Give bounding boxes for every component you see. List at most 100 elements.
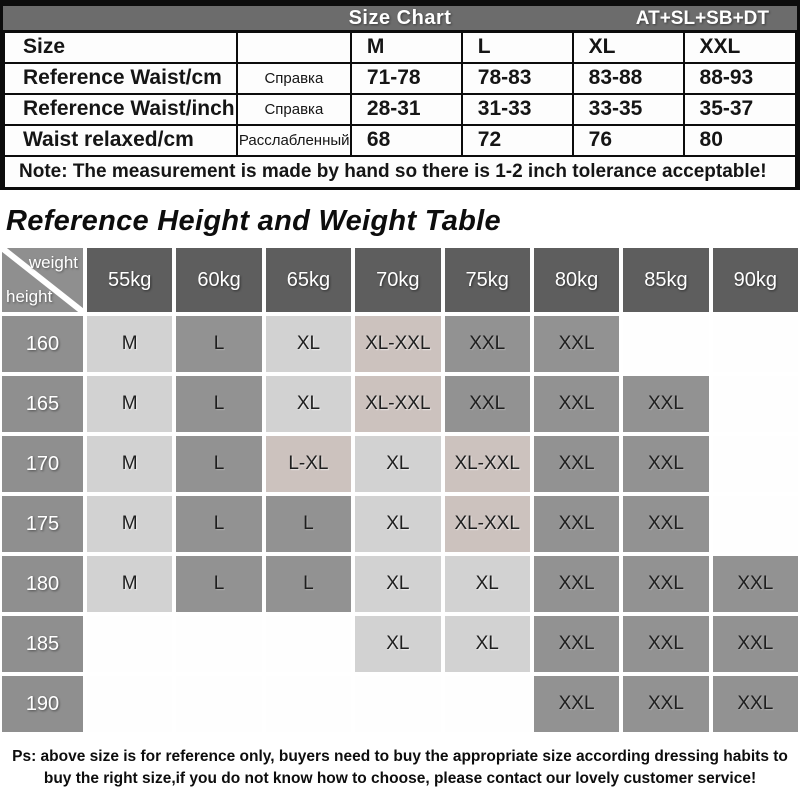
- size-grid-cell: M: [87, 376, 173, 432]
- size-grid-cell: [265, 676, 352, 732]
- size-grid-cell: [444, 676, 530, 732]
- size-grid-cell: XXL: [623, 676, 709, 732]
- weight-header-cell: 75kg: [444, 248, 530, 312]
- weight-header-cell: 90kg: [712, 248, 798, 312]
- size-grid-cell: [712, 316, 798, 372]
- diagonal-divider: [2, 248, 83, 312]
- size-grid-cell: XXL: [623, 616, 709, 672]
- size-table-row: Reference Waist/inch Справка 28-31 31-33 33-…: [3, 92, 798, 126]
- size-grid-cell: [87, 676, 173, 732]
- height-label-cell: 165: [2, 376, 83, 432]
- size-grid-cell: XXL: [623, 556, 709, 612]
- size-grid-cell: M: [87, 556, 173, 612]
- size-grid-cell: L: [176, 376, 262, 432]
- size-grid-cell: [355, 676, 441, 732]
- weight-header-cell: 60kg: [176, 248, 262, 312]
- corner-weight-label: weight: [28, 253, 78, 272]
- size-grid-cell: L: [265, 496, 352, 552]
- size-value-cell: L: [460, 30, 574, 64]
- size-grid-cell: XXL: [533, 496, 620, 552]
- size-table: Size M L XL XXL Reference Waist/cm Справка 71-7…: [3, 30, 798, 190]
- height-weight-table-title: Reference Height and Weight Table: [6, 205, 501, 237]
- row-label-ru: Справка: [235, 61, 352, 95]
- height-label-cell: 190: [2, 676, 83, 732]
- size-value-cell: 83-88: [571, 61, 685, 95]
- size-value-cell: 28-31: [349, 92, 463, 126]
- size-chart-title: Size Chart: [348, 6, 452, 29]
- size-value-cell: XL: [571, 30, 685, 64]
- size-grid-cell: L-XL: [265, 436, 352, 492]
- size-value-cell: 33-35: [571, 92, 685, 126]
- size-grid-cell: L: [176, 436, 262, 492]
- size-value-cell: 80: [682, 123, 798, 157]
- size-grid-cell: M: [87, 496, 173, 552]
- weight-header-cell: 80kg: [533, 248, 620, 312]
- size-grid-cell: [712, 376, 798, 432]
- size-chart-header-bar: Size Chart AT+SL+SB+DT: [3, 3, 797, 30]
- size-grid-cell: XL-XXL: [355, 376, 441, 432]
- size-grid-cell: XL: [355, 436, 441, 492]
- size-table-row: Waist relaxed/cm Расслабленный 68 72 76 80: [3, 123, 798, 157]
- weight-header-cell: 55kg: [87, 248, 173, 312]
- size-grid-cell: XXL: [623, 436, 709, 492]
- size-grid-cell: XL: [265, 376, 352, 432]
- size-grid-cell: XL: [355, 616, 441, 672]
- size-value-cell: 72: [460, 123, 574, 157]
- corner-height-label: height: [6, 287, 53, 306]
- size-grid-cell: L: [265, 556, 352, 612]
- size-grid-cell: L: [176, 496, 262, 552]
- weight-header-cell: 70kg: [355, 248, 441, 312]
- row-label: Reference Waist/inch: [3, 92, 238, 126]
- size-grid-cell: M: [87, 316, 173, 372]
- height-label-cell: 175: [2, 496, 83, 552]
- size-grid-cell: [176, 676, 262, 732]
- size-value-cell: XXL: [682, 30, 798, 64]
- size-value-cell: 78-83: [460, 61, 574, 95]
- size-grid-cell: XL: [265, 316, 352, 372]
- height-label-cell: 180: [2, 556, 83, 612]
- tolerance-note: Note: The measurement is made by hand so…: [3, 154, 797, 190]
- size-grid-cell: XXL: [444, 376, 530, 432]
- size-grid-cell: XXL: [533, 316, 620, 372]
- size-table-row: Size M L XL XXL: [3, 30, 798, 64]
- size-grid-cell: XL: [355, 496, 441, 552]
- size-grid-cell: XXL: [533, 376, 620, 432]
- size-value-cell: 68: [349, 123, 463, 157]
- size-value-cell: 88-93: [682, 61, 798, 95]
- size-value-cell: 35-37: [682, 92, 798, 126]
- size-grid-cell: XL: [444, 616, 530, 672]
- size-grid-cell: XL-XXL: [355, 316, 441, 372]
- size-grid-cell: XL: [355, 556, 441, 612]
- size-grid-cell: [87, 616, 173, 672]
- note-row: Note: The measurement is made by hand so…: [3, 154, 797, 190]
- size-grid-cell: XXL: [623, 376, 709, 432]
- height-label-cell: 185: [2, 616, 83, 672]
- row-label-ru: Справка: [235, 92, 352, 126]
- size-grid-cell: [176, 616, 262, 672]
- size-table-row: Reference Waist/cm Справка 71-78 78-83 83-88…: [3, 61, 798, 95]
- product-style-code: AT+SL+SB+DT: [635, 8, 769, 29]
- grid-corner-cell: weight height: [2, 248, 83, 312]
- size-value-cell: 31-33: [460, 92, 574, 126]
- size-grid-cell: XXL: [533, 436, 620, 492]
- size-grid-cell: [712, 436, 798, 492]
- height-weight-grid: weight height 55kg 60kg 65kg 70kg 75kg 80kg 85…: [2, 248, 798, 732]
- size-value-cell: 76: [571, 123, 685, 157]
- size-grid-cell: XL: [444, 556, 530, 612]
- size-grid-cell: [712, 496, 798, 552]
- size-grid-cell: XXL: [533, 556, 620, 612]
- size-grid-cell: XL-XXL: [444, 436, 530, 492]
- size-grid-cell: XXL: [712, 676, 798, 732]
- row-label: Size: [3, 30, 238, 64]
- size-chart-section: Size Chart AT+SL+SB+DT Size M L XL XXL Refere…: [0, 0, 800, 190]
- size-grid-cell: XL-XXL: [444, 496, 530, 552]
- size-grid-cell: XXL: [712, 616, 798, 672]
- size-grid-cell: XXL: [533, 676, 620, 732]
- height-label-cell: 170: [2, 436, 83, 492]
- size-grid-cell: M: [87, 436, 173, 492]
- size-grid-cell: XXL: [533, 616, 620, 672]
- size-grid-cell: XXL: [623, 496, 709, 552]
- row-label-ru: Расслабленный: [235, 123, 352, 157]
- row-label: Reference Waist/cm: [3, 61, 238, 95]
